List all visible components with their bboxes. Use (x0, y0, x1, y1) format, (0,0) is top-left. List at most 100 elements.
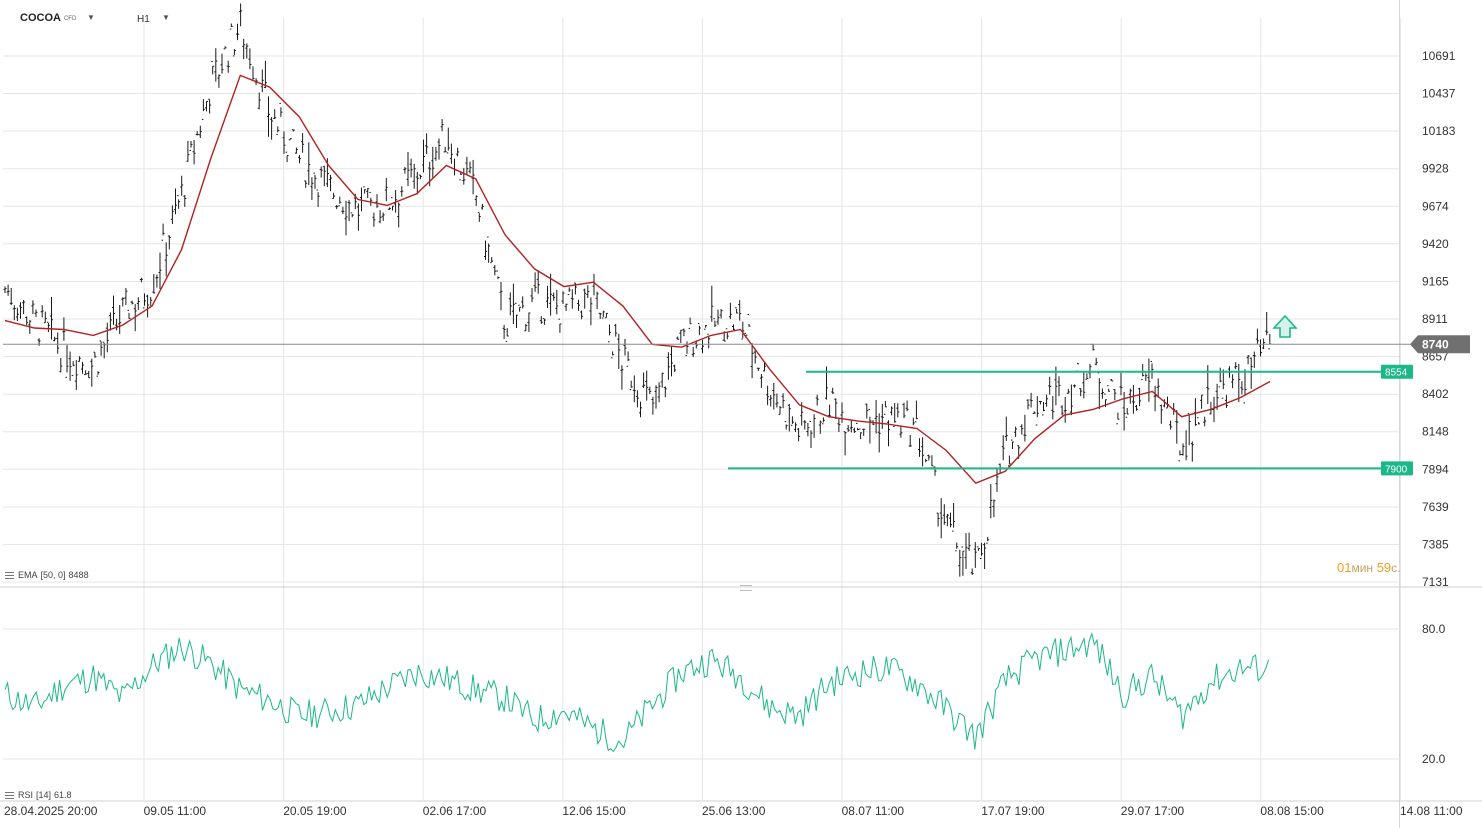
pane-splitter[interactable] (740, 585, 752, 591)
price-bar (1135, 404, 1138, 411)
price-bar (1073, 384, 1076, 388)
price-bar (648, 386, 652, 395)
price-bar (273, 109, 277, 119)
price-bar (465, 156, 469, 175)
price-bar (831, 387, 835, 394)
price-bar (77, 356, 81, 362)
price-bar (939, 498, 943, 539)
settings-lines-icon[interactable] (5, 571, 14, 579)
price-bar (363, 186, 367, 194)
price-bar (663, 386, 667, 398)
price-tick-label: 7131 (1422, 575, 1449, 589)
price-bar (84, 370, 88, 376)
price-bar (344, 200, 348, 236)
price-bar (657, 382, 661, 403)
price-bar (1011, 439, 1014, 449)
ema-indicator-label[interactable]: EMA [50, 0] 8488 (5, 570, 89, 580)
timeframe-dropdown-icon[interactable]: ▼ (162, 13, 170, 22)
price-bar (936, 512, 940, 527)
price-bar (704, 325, 708, 330)
price-bar (818, 420, 822, 434)
price-bar (59, 357, 63, 373)
price-tick-label: 9165 (1422, 274, 1449, 288)
price-bar (958, 549, 962, 577)
price-bar (1001, 435, 1005, 461)
price-bar (759, 374, 763, 388)
price-bar (676, 336, 680, 340)
price-bar (1094, 357, 1098, 366)
price-bar (477, 211, 481, 222)
price-bar (1004, 416, 1008, 441)
price-bar (350, 212, 354, 218)
rsi-indicator-label[interactable]: RSI [14] 61.8 (5, 790, 72, 800)
price-tick-label: 10691 (1422, 49, 1456, 63)
price-bar (1014, 426, 1018, 438)
price-bar (74, 360, 78, 390)
price-bar (989, 484, 993, 519)
price-bar (732, 324, 735, 331)
price-bar (880, 403, 884, 429)
price-bar (1060, 405, 1064, 416)
price-bar (279, 102, 283, 117)
price-bar (391, 197, 394, 211)
price-bar (846, 425, 850, 432)
price-bar (1066, 388, 1070, 394)
price-bar (527, 312, 531, 332)
price-bar (642, 372, 646, 389)
price-bar (608, 324, 611, 343)
price-bar (502, 324, 506, 340)
price-bar (604, 312, 608, 319)
price-bar (394, 189, 398, 213)
price-bar (93, 351, 97, 358)
price-bar (115, 318, 119, 331)
price-bar (893, 402, 897, 427)
price-bar (589, 297, 593, 326)
price-bar (226, 60, 230, 73)
price-bar (56, 332, 60, 354)
price-bar (1082, 371, 1086, 399)
timeframe-selector[interactable]: H1 (137, 14, 150, 25)
price-bar (232, 49, 236, 57)
price-bar (208, 98, 212, 114)
price-bar (341, 206, 345, 215)
price-bar (372, 212, 376, 227)
symbol-selector[interactable]: COCOA CFD (20, 12, 76, 24)
symbol-dropdown-icon[interactable]: ▼ (87, 13, 95, 22)
price-bar (741, 321, 745, 340)
price-tick-label: 9420 (1422, 237, 1449, 251)
price-bar (1153, 385, 1157, 412)
price-bar (1197, 417, 1200, 425)
settings-lines-icon[interactable] (5, 791, 14, 799)
price-bar (298, 154, 301, 164)
price-bar (375, 194, 379, 208)
price-bar (183, 195, 187, 207)
price-bar (201, 99, 205, 121)
price-bar (381, 212, 385, 221)
price-bar (332, 192, 336, 199)
price-bar (583, 288, 587, 309)
price-bar (186, 140, 190, 162)
price-bar (1255, 328, 1259, 344)
price-bar (1091, 343, 1095, 351)
price-bar (195, 131, 199, 136)
price-bar (65, 345, 69, 378)
price-bar (270, 117, 274, 140)
rsi-name: RSI (18, 790, 34, 800)
price-bar (834, 398, 838, 420)
price-bar (118, 304, 122, 334)
price-bar (812, 410, 816, 438)
price-bar (276, 126, 280, 135)
price-bar (1218, 367, 1222, 388)
price-bar (146, 294, 150, 318)
price-bar (112, 295, 115, 325)
price-bar (211, 61, 215, 75)
price-bar (725, 328, 729, 340)
price-bar (356, 203, 360, 231)
price-bar (679, 329, 683, 344)
price-bar (1252, 351, 1256, 368)
price-bar (322, 165, 326, 187)
price-bar (462, 167, 466, 185)
price-bar (1147, 358, 1151, 402)
price-bar (515, 302, 518, 328)
